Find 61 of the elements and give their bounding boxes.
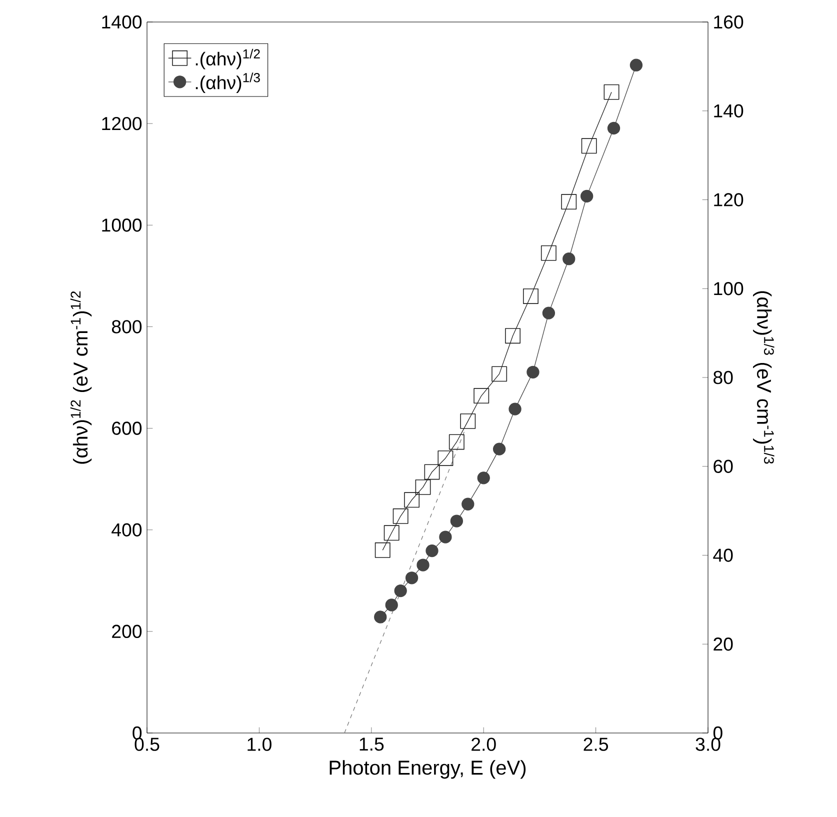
point bbox=[474, 388, 490, 404]
y2-axis-title: (αhν)$^{1/3}$ (eV cm$^{-1}$)$^{1/3}$ bbox=[753, 291, 774, 464]
point bbox=[385, 598, 398, 612]
y2-tick-label: 60 bbox=[714, 460, 733, 473]
y-tick-label: 1400 bbox=[102, 15, 142, 29]
y2-tick-label: 100 bbox=[714, 282, 744, 296]
y-tick-label: 200 bbox=[112, 624, 142, 638]
point bbox=[580, 190, 594, 203]
point bbox=[505, 328, 521, 344]
y-tick-label: 800 bbox=[112, 320, 142, 334]
point bbox=[462, 498, 474, 510]
point bbox=[416, 558, 430, 572]
point bbox=[374, 610, 387, 624]
point bbox=[426, 544, 438, 558]
point bbox=[508, 402, 522, 416]
point bbox=[392, 508, 408, 524]
y2-tick-label: 40 bbox=[713, 548, 733, 562]
point bbox=[581, 138, 597, 154]
y-tick-label: 600 bbox=[112, 422, 142, 435]
x-tick-label: 2.0 bbox=[472, 738, 496, 751]
y-tick-label: 1000 bbox=[102, 218, 142, 232]
point bbox=[561, 194, 577, 210]
point bbox=[394, 584, 407, 598]
point bbox=[542, 306, 556, 320]
y2-tick-label: 160 bbox=[714, 15, 744, 29]
x-tick-label: 1.0 bbox=[248, 738, 272, 751]
point bbox=[438, 450, 454, 466]
y2-tick-label: 140 bbox=[714, 104, 744, 118]
point bbox=[450, 514, 464, 528]
point bbox=[604, 84, 620, 100]
point bbox=[492, 366, 508, 382]
y2-tick-label: 120 bbox=[714, 193, 744, 206]
point bbox=[562, 252, 576, 266]
point bbox=[374, 542, 390, 558]
y-axis-title: (αhν)$^{1/2}$ (eV cm$^{-1}$)$^{1/2}$ bbox=[70, 291, 92, 464]
y2-tick-label: 20 bbox=[714, 638, 733, 651]
x-axis-title: Photon Energy, E (eV) bbox=[330, 760, 526, 779]
y-tick-label: 400 bbox=[112, 523, 142, 536]
point bbox=[415, 479, 431, 495]
point bbox=[526, 366, 540, 378]
y2-tick-label: 80 bbox=[714, 370, 733, 384]
point bbox=[384, 525, 400, 541]
x-tick-label: 2.5 bbox=[584, 738, 608, 751]
point bbox=[492, 442, 506, 456]
legend-label: .(αhν)$^{1/3}$ bbox=[196, 72, 260, 93]
point bbox=[404, 492, 420, 508]
point bbox=[405, 572, 418, 584]
point bbox=[477, 472, 490, 484]
point bbox=[607, 122, 620, 135]
y-tick-label: 1200 bbox=[102, 116, 142, 130]
legend-label: .(αhν)$^{1/2}$ bbox=[196, 48, 260, 70]
point bbox=[448, 434, 464, 450]
point bbox=[424, 464, 440, 480]
point bbox=[540, 245, 556, 261]
point bbox=[630, 58, 643, 72]
point bbox=[439, 530, 452, 544]
x-tick-label: 0.5 bbox=[134, 738, 160, 751]
x-tick-label: 1.5 bbox=[360, 738, 384, 751]
point bbox=[460, 413, 476, 429]
x-tick-label: 3.0 bbox=[696, 738, 720, 751]
point bbox=[523, 288, 538, 304]
